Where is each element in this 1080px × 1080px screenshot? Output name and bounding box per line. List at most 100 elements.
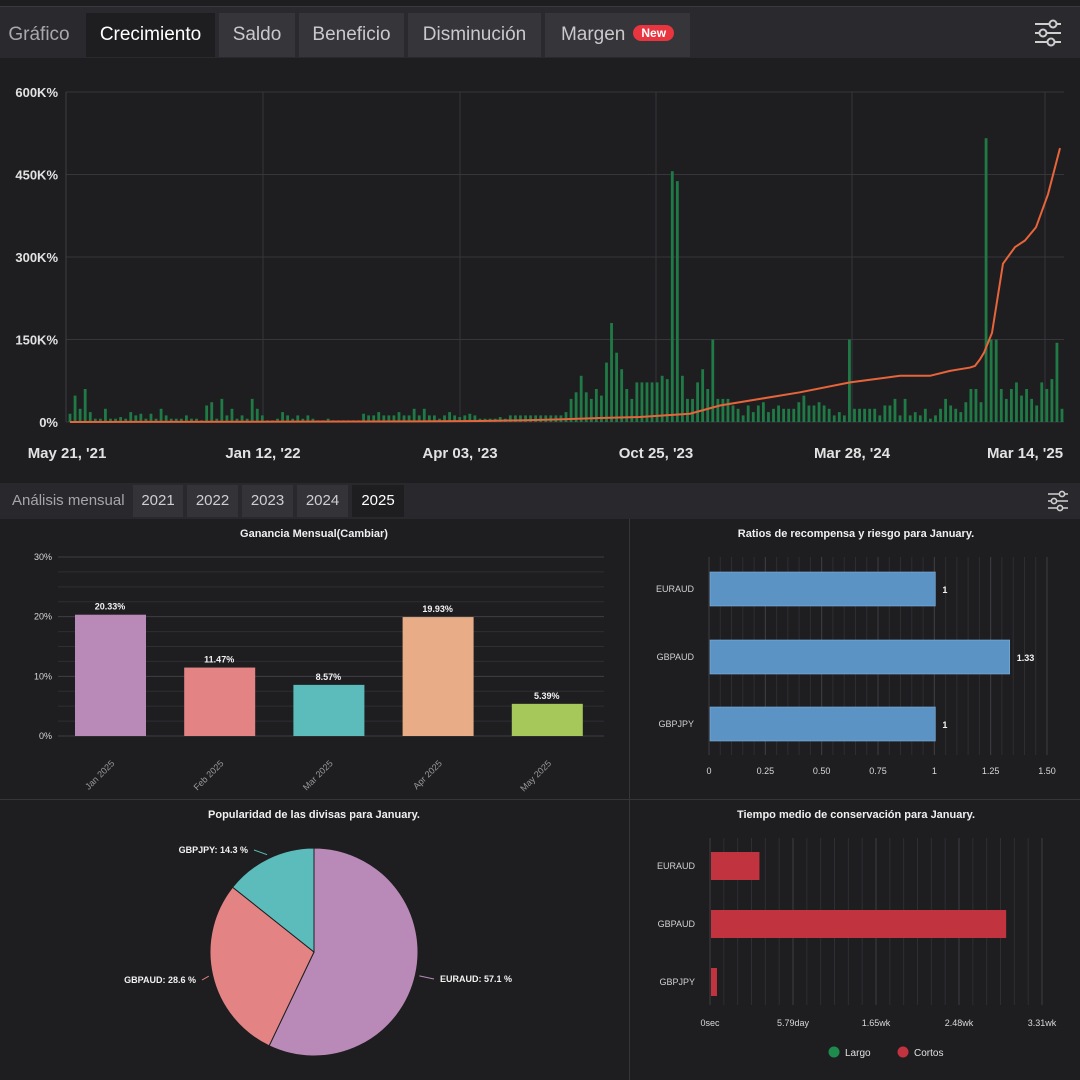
growth-bar (863, 408, 867, 422)
year-tab-2025[interactable]: 2025 (352, 485, 404, 517)
pie-slice-label: EURAUD: 57.1 % (440, 974, 512, 984)
year-tab-2021[interactable]: 2021 (133, 485, 183, 517)
growth-bar (589, 398, 593, 422)
x-tick-label: 1 (932, 766, 937, 776)
tab-crecimiento[interactable]: Crecimiento (86, 13, 215, 57)
growth-bar (944, 398, 947, 422)
tab-disminucion[interactable]: Disminución (408, 13, 541, 57)
growth-bar (296, 415, 300, 422)
bar-value-label: 1 (942, 720, 947, 730)
growth-bar (377, 412, 381, 422)
y-tick-label: 20% (34, 612, 52, 622)
x-tick-label: 1.65wk (862, 1018, 891, 1028)
bar-value-label: 11.47% (204, 655, 234, 665)
bar-value-label: 1.33 (1017, 653, 1035, 663)
growth-bar (139, 413, 143, 422)
growth-bar (174, 418, 178, 422)
growth-bar (124, 418, 128, 422)
growth-bar (291, 418, 295, 422)
growth-bar (782, 408, 786, 422)
growth-chart: 600K% 450K% 300K% 150K% 0% May 21, '21 Jan 12,… (15, 85, 1064, 462)
growth-bar (169, 418, 173, 422)
growth-bar (736, 408, 740, 422)
growth-bar (539, 415, 543, 422)
growth-bar (974, 389, 978, 422)
growth-bar (159, 408, 163, 422)
growth-bar (934, 415, 937, 422)
x-tick-label: Mar 14, '25 (987, 445, 1063, 462)
growth-bar (422, 408, 426, 422)
growth-bar (68, 413, 72, 422)
sliders-icon-small[interactable] (1046, 489, 1070, 513)
growth-bar (154, 418, 158, 422)
tab-beneficio[interactable]: Beneficio (299, 13, 404, 57)
growth-bar (1040, 382, 1044, 422)
growth-bar (620, 369, 624, 422)
growth-bar (306, 415, 310, 422)
pie-slice (209, 886, 315, 1047)
pie-slice-label: GBPJPY: 14.3 % (179, 845, 248, 855)
growth-bar (579, 375, 583, 422)
growth-bar (1030, 398, 1034, 422)
legend-marker (897, 1046, 909, 1058)
tab-saldo[interactable]: Saldo (219, 13, 295, 57)
x-tick-label: Feb 2025 (192, 758, 226, 792)
x-tick-label: Jan 12, '22 (225, 445, 300, 462)
bar-value-label: 20.33% (95, 602, 126, 612)
growth-bar (215, 418, 219, 422)
growth-bar (848, 339, 851, 422)
growth-bar (1015, 382, 1018, 422)
growth-bar (686, 398, 689, 422)
growth-bar (681, 375, 684, 422)
growth-bar (407, 415, 411, 422)
growth-bar (868, 408, 872, 422)
growth-bar (235, 418, 239, 422)
tab-grafico[interactable]: Gráfico (8, 24, 70, 45)
growth-bar (179, 418, 183, 422)
growth-bar (832, 415, 836, 422)
main-tab-bar: Gráfico Crecimiento Saldo Beneficio Dism… (0, 6, 1080, 58)
holding-time-chart: Tiempo medio de conservación para Januar… (657, 809, 1057, 1059)
bar-value-label: 19.93% (422, 604, 453, 614)
tab-margen[interactable]: Margen New (545, 13, 690, 57)
growth-bar (427, 415, 431, 422)
growth-bar (114, 418, 117, 422)
hold-bar (711, 852, 760, 880)
growth-bar (519, 415, 522, 422)
growth-line (69, 147, 1061, 423)
growth-bar (954, 408, 958, 422)
growth-bar (129, 412, 133, 422)
y-tick-label: 30% (34, 552, 52, 562)
growth-bar (1020, 395, 1023, 422)
growth-bar (675, 181, 679, 422)
year-tab-2023[interactable]: 2023 (242, 485, 293, 517)
growth-bar (433, 415, 436, 422)
growth-bar (883, 405, 887, 422)
growth-bar (615, 352, 619, 422)
growth-bar (1045, 389, 1049, 422)
growth-bar (640, 382, 644, 422)
growth-bar (286, 415, 290, 422)
growth-bar (1060, 408, 1064, 422)
growth-bar (605, 362, 608, 422)
chart-title: Ratios de recompensa y riesgo para Janua… (738, 528, 974, 540)
growth-bar (837, 412, 841, 422)
growth-bar (88, 412, 92, 422)
sliders-icon[interactable] (1032, 17, 1064, 49)
monthly-bar (184, 667, 256, 736)
growth-bar (797, 402, 801, 422)
growth-bar (767, 412, 770, 422)
growth-bar (878, 415, 882, 422)
growth-bar (645, 382, 649, 422)
growth-bar (630, 398, 634, 422)
year-tab-2022[interactable]: 2022 (187, 485, 238, 517)
growth-bar (185, 415, 188, 422)
y-tick-label: 0% (39, 731, 52, 741)
growth-bar (574, 392, 578, 422)
growth-bar (230, 408, 234, 422)
growth-bar (655, 382, 659, 422)
pie-leader-line (253, 849, 268, 856)
monthly-analysis-label: Análisis mensual (12, 492, 125, 509)
x-tick-label: Mar 28, '24 (814, 445, 891, 462)
year-tab-2024[interactable]: 2024 (297, 485, 348, 517)
